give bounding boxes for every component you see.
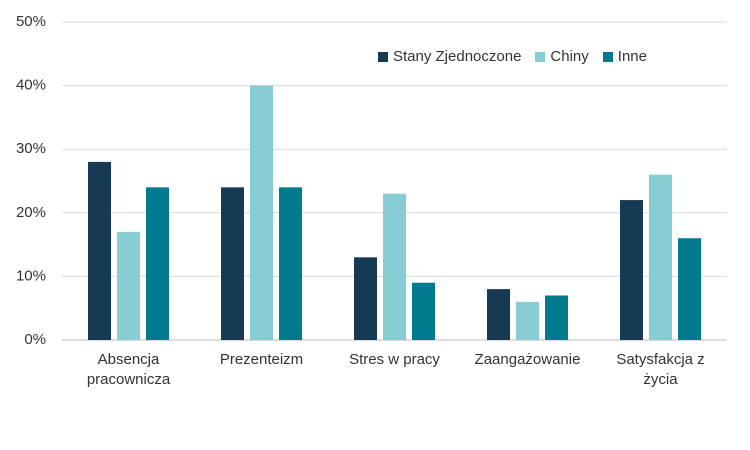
legend-swatch: [378, 51, 388, 62]
bar: [279, 187, 302, 340]
legend-swatch: [535, 51, 546, 62]
y-tick-label: 20%: [16, 204, 46, 221]
bar: [221, 187, 244, 340]
bar: [88, 161, 111, 340]
bar: [516, 301, 539, 340]
legend: Stany Zjednoczone Chiny Inne: [378, 48, 647, 65]
y-tick-label: 50%: [16, 13, 46, 30]
bar: [678, 238, 701, 340]
x-tick-label: Absencja pracownicza: [86, 351, 171, 388]
bar: [383, 193, 406, 340]
y-tick-label: 40%: [16, 77, 46, 94]
legend-item: Inne: [602, 48, 647, 65]
x-tick-label: Prezenteizm: [219, 351, 304, 368]
x-tick-label: Satysfakcja z życia: [616, 351, 705, 388]
bar: [354, 257, 377, 340]
legend-item: Chiny: [535, 48, 589, 65]
legend-label: Chiny: [550, 48, 589, 65]
legend-label: Inne: [617, 48, 647, 65]
bar: [412, 282, 435, 340]
legend-item: Stany Zjednoczone: [378, 48, 521, 65]
bar: [649, 174, 672, 340]
bar: [250, 85, 273, 340]
bar: [545, 295, 568, 340]
x-tick-label: Zaangażowanie: [474, 351, 581, 368]
bar: [487, 289, 510, 340]
x-tick-label: Stres w pracy: [349, 351, 440, 368]
bar: [146, 187, 169, 340]
bar: [620, 200, 643, 340]
bar: [117, 231, 140, 340]
legend-swatch: [602, 51, 613, 62]
y-tick-label: 10%: [16, 267, 46, 284]
legend-label: Stany Zjednoczone: [393, 48, 522, 65]
y-tick-label: 0%: [24, 331, 46, 348]
y-tick-label: 30%: [16, 140, 46, 157]
